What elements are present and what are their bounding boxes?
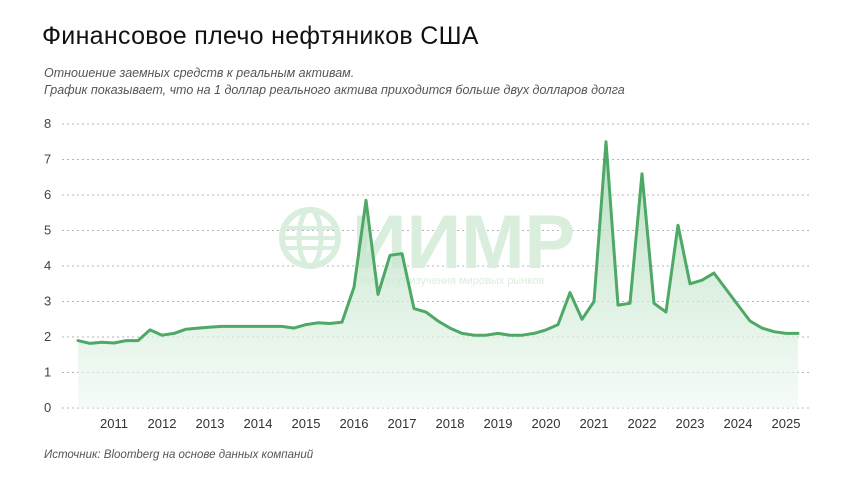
y-tick-label: 5 [44,223,51,238]
y-tick-label: 0 [44,400,51,415]
x-tick-label: 2018 [436,416,465,431]
x-tick-label: 2021 [580,416,609,431]
y-tick-label: 6 [44,187,51,202]
x-tick-label: 2024 [724,416,753,431]
y-tick-label: 8 [44,116,51,131]
series-line [76,140,800,345]
series-area [78,141,798,409]
chart-description: График показывает, что на 1 доллар реаль… [44,83,625,97]
x-tick-label: 2019 [484,416,513,431]
x-tick-label: 2016 [340,416,369,431]
y-tick-label: 7 [44,152,51,167]
x-axis-ticks: 2011 2012 2013 2014 2015 2016 2017 2018 2019 2020… [100,416,800,431]
x-tick-label: 2015 [292,416,321,431]
x-tick-label: 2011 [100,416,128,431]
y-tick-label: 3 [44,294,51,309]
x-tick-label: 2020 [532,416,561,431]
x-tick-label: 2023 [676,416,705,431]
x-tick-label: 2013 [196,416,225,431]
y-axis-ticks: 0 1 2 3 4 5 6 7 8 [44,116,51,415]
y-tick-label: 2 [44,329,51,344]
x-tick-label: 2025 [772,416,801,431]
x-tick-label: 2014 [244,416,273,431]
y-tick-label: 1 [44,365,51,380]
y-tick-label: 4 [44,258,51,273]
x-tick-label: 2022 [628,416,657,431]
x-tick-label: 2017 [388,416,417,431]
globe-icon [279,207,341,269]
source-note: Источник: Bloomberg на основе данных ком… [44,449,314,461]
chart-title: Финансовое плечо нефтяников США [42,22,479,50]
chart-subtitle: Отношение заемных средств к реальным акт… [44,66,355,80]
watermark: ИИМР Институт изучения мировых рынков [279,200,575,287]
x-tick-label: 2012 [148,416,177,431]
